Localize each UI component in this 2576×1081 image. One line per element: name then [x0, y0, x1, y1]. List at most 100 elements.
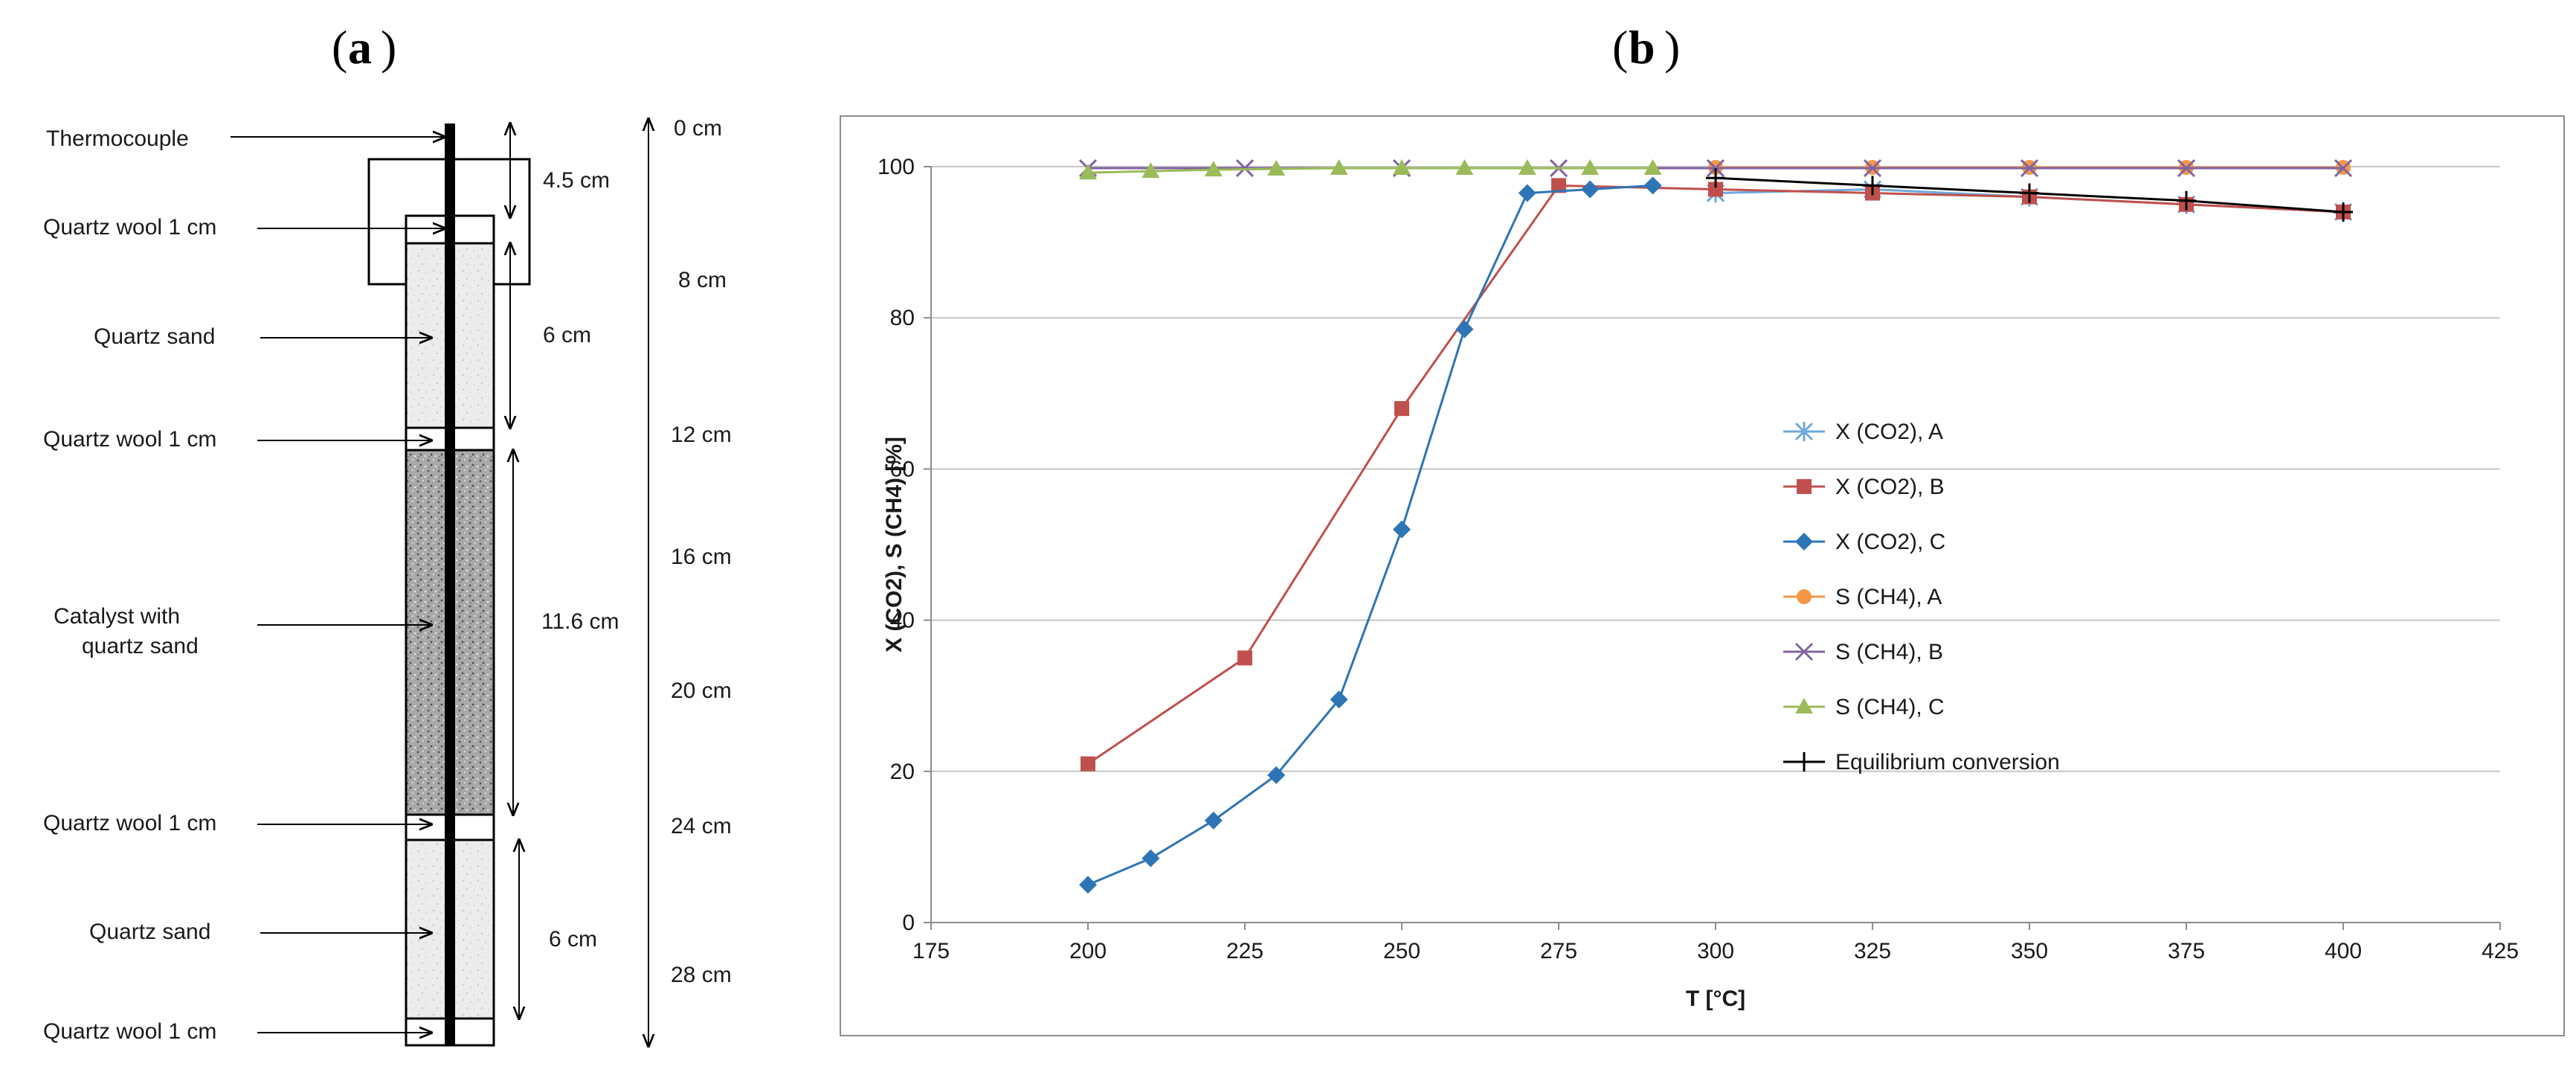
reactor-diagram: Thermocouple Quartz wool 1 cm Quartz san…	[43, 116, 732, 1046]
y-tick-label: 80	[890, 306, 915, 330]
data-point	[2177, 190, 2196, 211]
data-point	[2020, 183, 2039, 203]
dimension-6cm-bottom: 6 cm	[549, 927, 597, 952]
data-point	[1394, 401, 1409, 417]
legend-label: S (CH4), B	[1835, 640, 1943, 664]
label-quartz-wool-1: Quartz wool 1 cm	[43, 215, 216, 240]
scale-0cm: 0 cm	[674, 116, 722, 141]
legend-marker	[1797, 479, 1812, 494]
data-point	[1235, 158, 1255, 178]
x-tick-label: 175	[912, 939, 950, 963]
data-point	[1863, 176, 1882, 196]
x-tick-label: 400	[2325, 939, 2362, 963]
data-point	[1518, 159, 1536, 176]
scale-12cm: 12 cm	[671, 423, 732, 447]
legend-label: X (CO2), C	[1835, 530, 1945, 554]
legend-item: Equilibrium conversion	[1783, 750, 2060, 774]
label-quartz-sand-2: Quartz sand	[89, 920, 210, 944]
dimension-6cm-top: 6 cm	[543, 323, 591, 347]
data-point	[1237, 650, 1252, 666]
series-2	[1079, 176, 1662, 894]
data-point	[2334, 202, 2353, 222]
x-tick-label: 225	[1226, 939, 1263, 963]
series-6	[1706, 168, 2353, 222]
data-point	[1142, 849, 1160, 867]
data-point	[1330, 159, 1348, 176]
x-tick-labels: 175 200 225 250 275 300 325 350 375 400 425	[912, 923, 2519, 963]
legend: X (CO2), A X (CO2), B X (CO2), C S (CH4), A…	[1783, 420, 2060, 774]
legend-marker	[1794, 752, 1814, 772]
data-point	[1706, 158, 1725, 178]
y-tick-label: 20	[890, 760, 915, 784]
series-line	[1087, 184, 1653, 886]
legend-item: S (CH4), B	[1783, 640, 1943, 664]
legend-marker	[1797, 589, 1812, 604]
chart-frame	[840, 115, 2565, 1036]
legend-label: X (CO2), A	[1835, 420, 1943, 444]
y-tick-labels: 0 20 40 60 80 100	[878, 155, 931, 935]
legend-label: Equilibrium conversion	[1835, 750, 2060, 774]
data-point	[1581, 180, 1600, 199]
data-point	[1330, 690, 1348, 709]
x-tick-label: 425	[2482, 939, 2519, 963]
panel-a-title: ( a )	[332, 21, 396, 74]
x-tick-label: 350	[2011, 939, 2048, 963]
data-point	[2020, 158, 2039, 178]
scale-24cm: 24 cm	[671, 814, 732, 838]
y-tick-label: 0	[902, 911, 915, 935]
label-quartz-wool-3: Quartz wool 1 cm	[43, 811, 216, 835]
series-group	[1078, 158, 2353, 894]
dimension-11-6cm: 11.6 cm	[541, 609, 619, 634]
data-point	[1393, 159, 1411, 176]
label-quartz-sand-1: Quartz sand	[94, 324, 215, 349]
legend-label: S (CH4), C	[1835, 695, 1945, 719]
label-catalyst-line1: Catalyst with	[54, 604, 180, 629]
data-point	[1455, 320, 1474, 339]
x-axis-title: T [°C]	[1686, 987, 1745, 1011]
x-tick-label: 375	[2168, 939, 2205, 963]
data-point	[1643, 176, 1662, 195]
data-point	[1204, 161, 1223, 177]
label-quartz-wool-2: Quartz wool 1 cm	[43, 427, 216, 452]
x-tick-label: 200	[1069, 939, 1107, 963]
scale-28cm: 28 cm	[671, 963, 732, 987]
data-point	[1708, 182, 1723, 197]
data-point	[1079, 876, 1097, 894]
data-point	[1267, 160, 1286, 176]
data-point	[1455, 159, 1474, 176]
svg-text:): )	[1664, 21, 1680, 74]
data-point	[1581, 159, 1600, 176]
data-point	[1518, 184, 1536, 202]
y-tick-label: 60	[890, 457, 915, 481]
legend-item: X (CO2), B	[1783, 475, 1945, 499]
x-tick-label: 300	[1697, 939, 1734, 963]
legend-marker	[1794, 422, 1814, 441]
legend-item: S (CH4), C	[1783, 695, 1945, 719]
data-point	[2334, 158, 2353, 178]
legend-marker	[1795, 698, 1813, 713]
svg-text:): )	[381, 21, 396, 74]
legend-marker	[1794, 642, 1814, 661]
thermocouple-rod	[445, 124, 455, 1046]
x-tick-label: 275	[1540, 939, 1577, 963]
data-point	[1706, 168, 1725, 188]
y-axis-title: X (CO2), S (CH4) [%]	[882, 437, 907, 652]
panel-b-letter: b	[1629, 21, 1655, 74]
label-thermocouple: Thermocouple	[46, 126, 189, 151]
legend-item: X (CO2), A	[1783, 420, 1943, 444]
scale-8cm: 8 cm	[678, 268, 727, 292]
label-quartz-wool-4: Quartz wool 1 cm	[43, 1019, 216, 1044]
dimension-4-5cm: 4.5 cm	[543, 168, 610, 193]
scale-20cm: 20 cm	[671, 679, 732, 703]
panel-a-letter: a	[348, 21, 372, 74]
y-tick-label: 40	[890, 609, 915, 633]
data-point	[1267, 766, 1286, 784]
svg-text:(: (	[332, 21, 347, 74]
data-point	[1204, 811, 1223, 830]
legend-item: X (CO2), C	[1783, 530, 1945, 554]
legend-marker	[1795, 533, 1813, 551]
data-point	[1643, 159, 1662, 176]
label-catalyst-line2: quartz sand	[82, 634, 199, 658]
data-point	[1393, 520, 1411, 539]
